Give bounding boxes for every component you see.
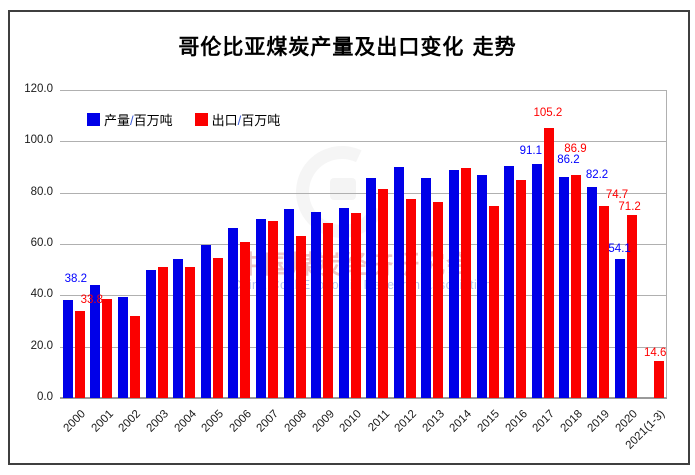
- bar-value-label: 14.6: [644, 346, 667, 359]
- watermark-logo-inner-icon: [330, 178, 356, 200]
- plot-area: 2000 2001 2002 2003 2004 2005 2006 2007 2008 2009…: [60, 90, 668, 452]
- bar-export-2000: [74, 311, 85, 398]
- chart-legend: 产量/百万吨 出口/百万吨: [87, 110, 280, 129]
- bar-production-2020: [614, 259, 625, 398]
- x-axis-line: [60, 397, 667, 399]
- gridline: [60, 295, 667, 297]
- bar-production-2006: [228, 228, 239, 398]
- legend-swatch-production-icon: [87, 113, 100, 126]
- bar-export-2003: [157, 267, 168, 398]
- bar-production-2009: [311, 211, 322, 398]
- bar-export-2004: [185, 266, 196, 398]
- bar-value-label: 105.2: [533, 107, 563, 119]
- bar-export-2011: [378, 189, 389, 398]
- gridline: [60, 141, 667, 143]
- bar-export-2016: [516, 180, 527, 398]
- y-axis-label: 120.0: [24, 83, 53, 95]
- bar-export-2005: [212, 258, 223, 398]
- bar-value-label: 86.9: [564, 142, 587, 155]
- bar-export-2006: [240, 241, 251, 398]
- bar-export-2015: [488, 206, 499, 398]
- bar-production-2017: [531, 164, 542, 398]
- bar-production-2010: [338, 207, 349, 398]
- bar-production-2012: [393, 167, 404, 398]
- gridline: [60, 192, 667, 194]
- y-axis-label: 20.0: [30, 339, 53, 352]
- bar-value-label: 86.2: [557, 153, 580, 166]
- gridline: [60, 90, 667, 91]
- bar-value-label: 54.1: [608, 243, 631, 256]
- bar-value-label: 74.7: [605, 189, 629, 202]
- bar-value-label: 38.2: [64, 272, 87, 285]
- bar-production-2001: [90, 285, 101, 398]
- legend-item-production: 产量/百万吨: [87, 110, 173, 129]
- bar-export-2018: [571, 174, 582, 398]
- bar-value-label: 33.8: [80, 294, 103, 307]
- bar-production-2014: [449, 169, 460, 398]
- bar-production-2003: [145, 269, 156, 398]
- bar-production-2000: [62, 299, 73, 398]
- bar-export-2009: [323, 222, 334, 398]
- bar-export-2010: [350, 212, 361, 398]
- bar-export-2002: [129, 315, 140, 398]
- y-axis-label: 60.0: [30, 237, 53, 249]
- bar-production-2002: [117, 296, 128, 398]
- bar-production-2013: [421, 177, 432, 398]
- bar-production-2018: [559, 176, 570, 398]
- bar-export-2007: [267, 220, 278, 398]
- bar-production-2008: [283, 209, 294, 398]
- legend-label-production: 产量/百万吨: [104, 113, 173, 128]
- plot-right-border: [666, 90, 667, 398]
- bar-production-2007: [255, 219, 266, 398]
- bar-export-2017: [543, 128, 554, 398]
- bar-export-2008: [295, 235, 306, 398]
- y-axis-label: 100.0: [24, 134, 53, 147]
- gridline: [60, 244, 667, 245]
- bar-value-label: 91.1: [519, 145, 543, 158]
- bar-production-2019: [587, 187, 598, 398]
- legend-item-export: 出口/百万吨: [194, 110, 281, 129]
- bar-export-2001: [102, 299, 113, 398]
- bar-export-2021(1-3): [654, 360, 665, 398]
- bar-export-2013: [433, 201, 444, 398]
- bar-value-label: 71.2: [618, 201, 641, 214]
- bar-production-2011: [366, 177, 377, 398]
- legend-swatch-export-icon: [194, 113, 208, 126]
- bar-export-2019: [599, 206, 610, 398]
- y-axis-label: 0.0: [37, 391, 53, 403]
- y-axis-label: 40.0: [30, 288, 53, 301]
- bar-value-label: 82.2: [585, 169, 609, 182]
- bar-production-2005: [200, 245, 211, 398]
- y-axis-label: 80.0: [30, 185, 53, 198]
- bar-production-2015: [476, 175, 487, 398]
- chart-title: 哥伦比亚煤炭产量及出口变化 走势: [178, 34, 517, 59]
- bar-production-2004: [173, 259, 184, 398]
- legend-label-export: 出口/百万吨: [211, 113, 281, 128]
- bar-export-2020: [626, 215, 637, 398]
- gridline: [60, 346, 667, 348]
- bar-export-2014: [461, 167, 472, 398]
- bar-export-2012: [405, 199, 416, 398]
- bar-production-2016: [504, 165, 515, 398]
